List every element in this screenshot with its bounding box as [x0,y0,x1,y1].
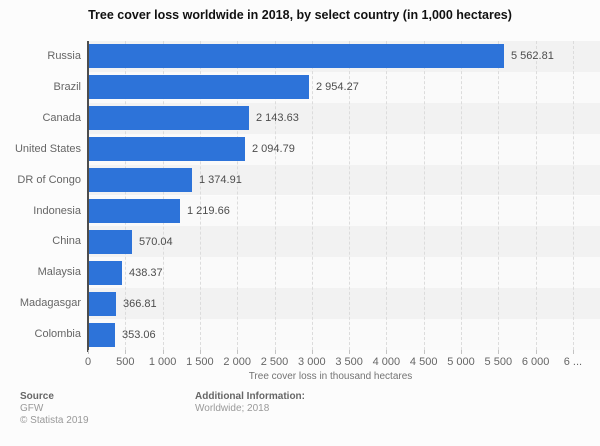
tick-label: 6 000 [521,356,550,368]
tick-mark [311,350,313,354]
bar-row-stripe [88,226,600,258]
tick-mark [535,350,537,354]
value-label: 2 094.79 [252,143,295,156]
bar-row-stripe [88,319,600,350]
value-label: 353.06 [122,328,156,341]
bar [89,137,245,162]
tick-label: 3 500 [335,356,363,368]
gridline [349,41,351,350]
category-label: Canada [42,111,81,124]
bar [89,322,115,347]
tick-label: 500 [116,356,135,368]
gridline [535,41,537,350]
source-value: GFW [20,403,44,414]
bar [89,106,249,131]
tick-mark [423,350,425,354]
tick-label: 5 500 [484,356,513,368]
tick-label: 2 000 [223,356,251,368]
value-label: 570.04 [139,235,173,248]
gridline [199,41,201,350]
tick-mark [88,350,89,354]
gridline [274,41,276,350]
value-label: 438.37 [129,266,163,279]
source-label: Source [20,391,54,402]
bar [89,291,116,316]
gridline [162,41,164,350]
additional-info-label: Additional Information: [195,391,305,402]
copyright: © Statista 2019 [20,415,89,426]
gridline [498,41,500,350]
chart-title: Tree cover loss worldwide in 2018, by se… [88,8,512,22]
tick-mark [386,350,388,354]
tick-mark [498,350,500,354]
gridline [461,41,462,350]
gridline [311,41,313,350]
tick-label: 1 000 [148,356,177,368]
gridline [125,41,127,350]
category-label: Russia [47,50,81,62]
tick-mark [125,350,127,354]
category-label: United States [14,142,81,155]
gridline [386,41,388,350]
value-label: 1 219.66 [187,204,230,217]
bar [89,198,180,223]
bar [89,44,504,69]
tick-label: 6 ... [563,356,583,368]
tick-label: 0 [84,356,92,368]
category-label: Colombia [34,328,81,341]
category-label: DR of Congo [17,173,81,186]
bar-row-stripe [88,257,600,289]
bar [89,75,309,100]
tick-mark [461,350,462,354]
source-block: Source GFW © Statista 2019 [20,391,89,427]
gridline [572,41,574,350]
category-label: Indonesia [33,204,81,217]
additional-info-value: Worldwide; 2018 [195,403,270,414]
x-axis-label: Tree cover loss in thousand hectares [248,371,413,382]
tick-mark [199,350,201,354]
tick-label: 4 000 [372,356,401,368]
category-label: Malaysia [37,266,81,279]
tick-label: 4 500 [409,356,438,368]
tick-mark [274,350,276,354]
value-label: 5 562.81 [511,50,554,63]
value-label: 2 954.27 [316,81,359,94]
tick-mark [162,350,164,354]
tick-mark [572,350,574,354]
tick-label: 2 500 [260,356,289,368]
value-label: 366.81 [123,297,157,310]
tick-label: 1 500 [186,356,214,368]
additional-info-block: Additional Information: Worldwide; 2018 [195,391,305,415]
bar [89,168,192,193]
gridline [423,41,425,350]
category-label: China [52,235,81,248]
category-label: Madagasgar [19,297,81,310]
value-label: 1 374.91 [199,174,242,187]
tick-mark [349,350,351,354]
category-label: Brazil [53,80,81,93]
bar [89,260,122,285]
tick-label: 5 000 [447,356,475,368]
tick-label: 3 000 [298,356,326,368]
bar-row-stripe [88,288,600,320]
bar [89,229,132,254]
value-label: 2 143.63 [256,112,299,125]
y-axis-line [87,41,89,352]
gridline [237,41,239,350]
tick-mark [237,350,239,354]
